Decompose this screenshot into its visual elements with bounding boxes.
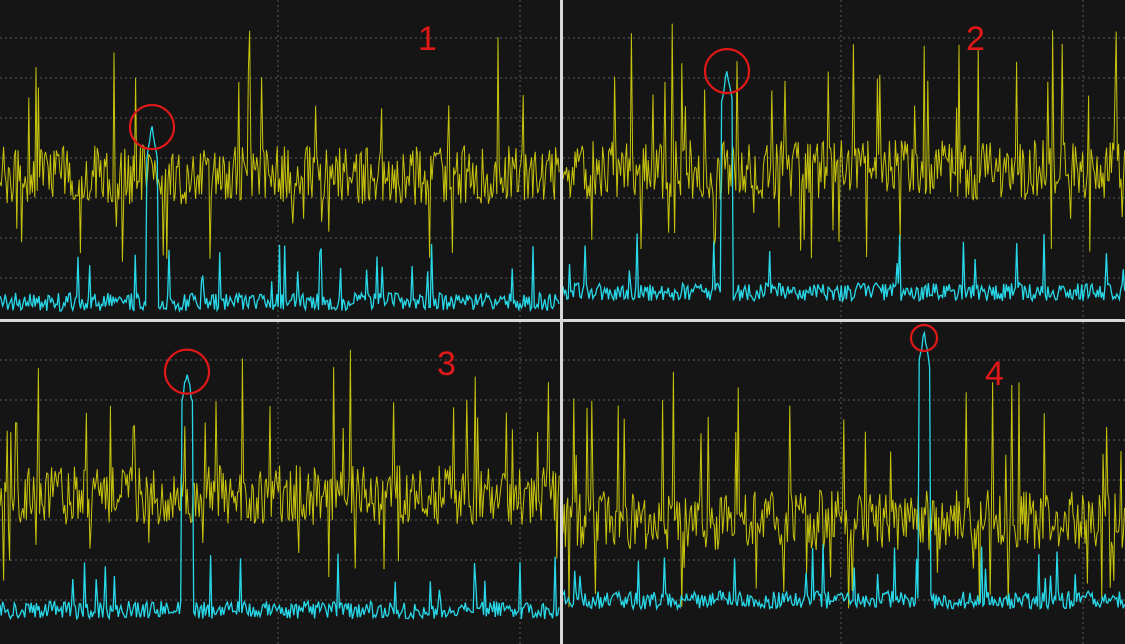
panel-3-label: 3 bbox=[437, 345, 456, 383]
scope-panel-4: 4 bbox=[562, 322, 1125, 644]
panel-4-cyan-trace bbox=[562, 330, 1125, 612]
panel-2-label: 2 bbox=[966, 20, 985, 58]
scope-panel-1: 1 bbox=[0, 0, 560, 319]
panel-1-yellow-trace bbox=[0, 30, 560, 262]
panel-1-cyan-trace bbox=[0, 126, 560, 313]
panel-3-yellow-trace bbox=[0, 349, 560, 581]
panel-1-grid bbox=[0, 0, 560, 319]
panel-1-peak-marker bbox=[128, 103, 176, 151]
panel-2-peak-marker bbox=[703, 47, 751, 95]
panel-2-cyan-trace bbox=[562, 71, 1125, 304]
panel-4-yellow-trace bbox=[562, 371, 1125, 609]
panel-2-grid bbox=[563, 0, 1125, 319]
panel-2-yellow-trace bbox=[562, 23, 1125, 259]
scope-panel-2: 2 bbox=[562, 0, 1125, 319]
panel-4-label: 4 bbox=[985, 355, 1004, 393]
vertical-divider bbox=[560, 0, 563, 644]
panel-3-cyan-trace bbox=[0, 374, 560, 621]
panel-4-peak-marker bbox=[909, 323, 939, 353]
scope-panel-3: 3 bbox=[0, 322, 560, 644]
panel-1-label: 1 bbox=[418, 20, 437, 58]
panel-3-peak-marker bbox=[163, 348, 211, 395]
